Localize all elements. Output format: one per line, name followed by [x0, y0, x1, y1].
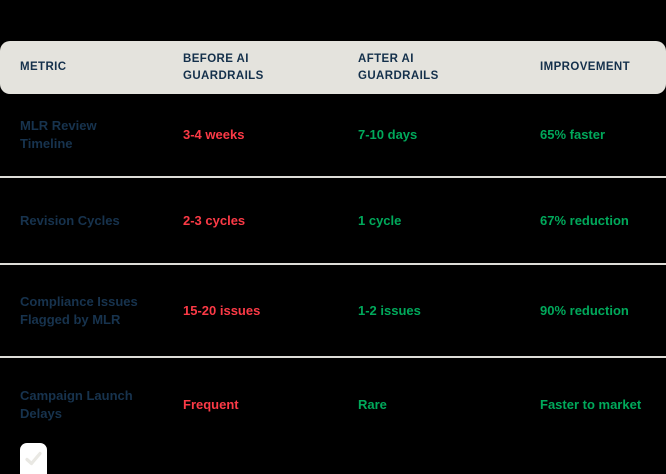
after-value: 1-2 issues [358, 302, 421, 318]
brand-logo [20, 443, 47, 474]
before-value: 3-4 weeks [183, 127, 245, 143]
table-row: MLR Review Timeline 3-4 weeks 7-10 days … [0, 94, 666, 178]
table-body: MLR Review Timeline 3-4 weeks 7-10 days … [0, 94, 666, 451]
metric-label: Revision Cycles [20, 212, 120, 228]
table-row: Revision Cycles 2-3 cycles 1 cycle 67% r… [0, 178, 666, 265]
before-value: 15-20 issues [183, 302, 261, 318]
improvement-value: 65% faster [540, 127, 606, 143]
column-header-metric: METRIC [20, 61, 67, 74]
improvement-value: Faster to market [540, 396, 642, 412]
metric-label: Campaign Launch Delays [20, 387, 133, 421]
table-row: Compliance Issues Flagged by MLR 15-20 i… [0, 265, 666, 358]
after-value: 1 cycle [358, 212, 402, 228]
metric-label: MLR Review Timeline [20, 118, 97, 151]
improvement-value: 90% reduction [540, 302, 629, 318]
before-value: 2-3 cycles [183, 212, 246, 228]
after-value: 7-10 days [358, 127, 418, 143]
metric-label: Compliance Issues Flagged by MLR [20, 293, 138, 327]
column-header-improvement: IMPROVEMENT [540, 61, 631, 74]
table-row: Campaign Launch Delays Frequent Rare Fas… [0, 358, 666, 451]
column-header-before: BEFORE AI GUARDRAILS [183, 53, 264, 82]
column-header-after: AFTER AI GUARDRAILS [358, 53, 439, 82]
after-value: Rare [358, 396, 387, 412]
improvement-value: 67% reduction [540, 212, 629, 228]
table-header-row: METRIC BEFORE AI GUARDRAILS AFTER AI GUA… [0, 41, 666, 94]
before-value: Frequent [183, 396, 239, 412]
